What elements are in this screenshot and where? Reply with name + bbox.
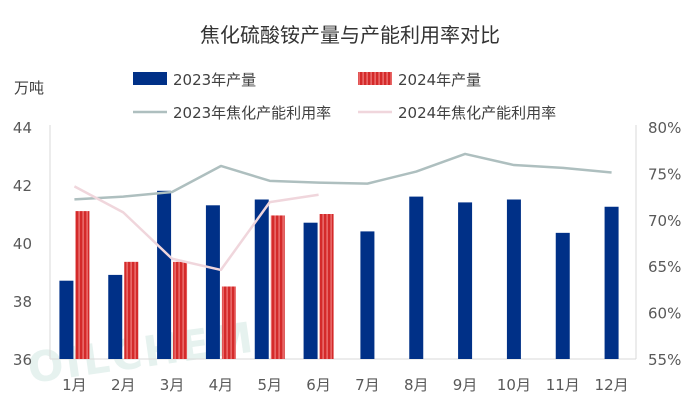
bar-2023: [254, 199, 269, 359]
left-tick-label: 42: [13, 177, 32, 195]
bar-2024: [221, 286, 236, 359]
x-tick-label: 1月: [62, 376, 87, 394]
legend: 2023年产量 2024年产量 2023年焦化产能利用率 2024年焦化产能利用率: [133, 71, 556, 122]
right-tick-label: 70%: [648, 212, 681, 230]
legend-label: 2023年焦化产能利用率: [173, 104, 331, 122]
bar-2023: [506, 199, 521, 359]
right-tick-label: 65%: [648, 258, 681, 276]
line-2023-utilization: [74, 152, 612, 201]
x-tick-label: 12月: [595, 376, 629, 394]
bar-2023: [108, 274, 123, 359]
chart-title: 焦化硫酸铵产量与产能利用率对比: [200, 23, 500, 47]
bar-2023: [458, 202, 473, 359]
x-tick-label: 4月: [209, 376, 234, 394]
legend-swatch: [133, 72, 167, 85]
right-tick-label: 55%: [648, 351, 681, 369]
bar-2023: [59, 280, 74, 359]
left-tick-label: 44: [13, 119, 32, 137]
x-tick-label: 10月: [497, 376, 531, 394]
bar-2024: [173, 261, 188, 359]
x-tick-label: 2月: [111, 376, 136, 394]
bar-2023: [409, 196, 424, 359]
x-tick-label: 7月: [355, 376, 380, 394]
left-tick-label: 36: [13, 351, 32, 369]
bar-2024: [75, 211, 90, 359]
legend-label: 2024年焦化产能利用率: [398, 104, 556, 122]
x-tick-label: 8月: [404, 376, 429, 394]
legend-label: 2023年产量: [173, 71, 256, 89]
right-tick-label: 80%: [648, 119, 681, 137]
left-tick-label: 40: [13, 235, 32, 253]
legend-swatch: [358, 72, 392, 85]
x-tick-label: 9月: [453, 376, 478, 394]
right-tick-label: 60%: [648, 305, 681, 323]
bar-2023: [360, 231, 375, 359]
legend-label: 2024年产量: [398, 71, 481, 89]
bar-2023: [157, 190, 172, 359]
bar-2023: [604, 206, 619, 359]
bar-2023: [303, 222, 318, 359]
x-tick-label: 5月: [257, 376, 282, 394]
bar-2024: [124, 261, 139, 359]
plot-area: 36 38 40 42 44 55% 60% 65% 70% 75% 80% 1月 2月 3月 4月 5月 6月…: [13, 119, 681, 394]
left-axis-unit: 万吨: [14, 79, 44, 97]
bar-2024: [270, 215, 285, 359]
x-tick-label: 3月: [160, 376, 185, 394]
right-tick-label: 75%: [648, 165, 681, 183]
line-2024-utilization: [73, 185, 319, 272]
left-tick-label: 38: [13, 293, 32, 311]
bar-2023: [555, 232, 570, 359]
bar-2024: [319, 214, 334, 359]
x-tick-label: 6月: [306, 376, 331, 394]
bar-2023: [205, 205, 220, 359]
x-tick-label: 11月: [546, 376, 580, 394]
